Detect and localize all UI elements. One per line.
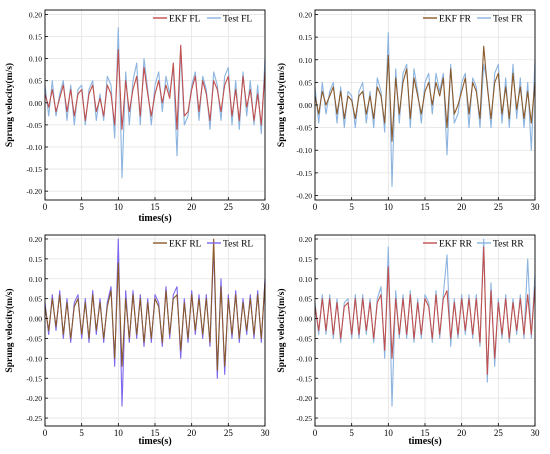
y-tick-label: -0.15: [26, 374, 42, 383]
y-tick-label: -0.15: [296, 169, 312, 178]
y-tick-label: -0.10: [26, 143, 42, 152]
legend-entry: Test FR: [493, 15, 523, 25]
series-line-ekf-rl: [44, 238, 266, 371]
legend: EKF FL Test FL: [153, 15, 252, 25]
y-tick-label: 0.20: [299, 11, 312, 20]
x-axis-label: times(s): [408, 436, 441, 447]
series-line-ekf-fr: [314, 45, 536, 142]
y-tick-label: 0.15: [29, 255, 42, 264]
y-tick-label: 0.15: [29, 33, 42, 42]
series-line-test-fr: [314, 32, 536, 187]
legend: EKF FR Test FR: [423, 15, 523, 25]
x-tick-label: 15: [151, 428, 161, 438]
chart-panel-2: 0 5 10 15 20 25 30 -0.20 -0.15 -0.10 -0.05 0.00 0.05…: [276, 9, 541, 212]
x-tick-label: 10: [384, 202, 394, 212]
x-tick-label: 20: [187, 428, 197, 438]
y-tick-label: 0.15: [299, 33, 312, 42]
x-tick-label: 5: [79, 202, 84, 212]
y-tick-label: 0.05: [299, 295, 312, 304]
y-tick-label: -0.05: [296, 334, 312, 343]
x-tick-label: 10: [114, 202, 124, 212]
y-tick-label: 0.05: [299, 78, 312, 87]
x-tick-label: 20: [187, 202, 197, 212]
x-tick-label: 25: [494, 202, 504, 212]
y-tick-label: 0.00: [299, 101, 312, 110]
y-tick-label: -0.15: [296, 374, 312, 383]
x-tick-label: 30: [261, 428, 271, 438]
x-tick-label: 15: [421, 202, 431, 212]
x-tick-label: 0: [313, 428, 318, 438]
legend-entry: EKF FR: [439, 15, 472, 25]
x-tick-label: 15: [421, 428, 431, 438]
y-tick-label: -0.10: [26, 354, 42, 363]
y-axis-label: Sprung velocity(m/s): [276, 63, 287, 147]
y-axis-label: Sprung velocity(m/s): [4, 63, 15, 147]
legend-entry: EKF RR: [439, 240, 473, 250]
y-tick-label: -0.20: [296, 191, 312, 200]
y-tick-label: -0.10: [296, 146, 312, 155]
x-axis-label: times(s): [138, 213, 171, 224]
y-tick-label: 0.20: [29, 235, 42, 244]
legend-entry: EKF FL: [169, 15, 201, 25]
y-tick-label: 0.05: [29, 77, 42, 86]
y-tick-label: -0.20: [26, 394, 42, 403]
y-tick-label: -0.20: [296, 394, 312, 403]
x-tick-label: 0: [43, 428, 48, 438]
legend: EKF RL Test RL: [153, 240, 253, 250]
x-tick-label: 20: [457, 428, 467, 438]
y-tick-label: -0.05: [26, 121, 42, 130]
y-tick-label: 0.20: [29, 10, 42, 19]
legend-entry: Test RL: [223, 240, 253, 250]
y-axis-label: Sprung velocity(m/s): [4, 288, 15, 372]
x-tick-label: 20: [457, 202, 467, 212]
y-tick-label: -0.05: [26, 334, 42, 343]
y-tick-label: 0.10: [29, 275, 42, 284]
series-line-test-fl: [44, 27, 266, 179]
series-line-test-rl: [44, 238, 266, 407]
y-tick-label: -0.05: [296, 124, 312, 133]
x-tick-label: 25: [494, 428, 504, 438]
series-line-ekf-rr: [314, 246, 536, 375]
x-tick-label: 25: [224, 202, 234, 212]
legend-entry: Test FL: [223, 15, 252, 25]
x-tick-label: 0: [313, 202, 318, 212]
y-tick-label: -0.25: [26, 414, 42, 423]
x-tick-label: 5: [79, 428, 84, 438]
x-tick-label: 30: [531, 202, 541, 212]
y-tick-label: 0.00: [299, 315, 312, 324]
y-tick-label: 0.00: [29, 99, 42, 108]
x-axis-label: times(s): [138, 436, 171, 447]
y-tick-label: -0.15: [26, 165, 42, 174]
y-tick-label: 0.20: [299, 235, 312, 244]
chart-panel-3: 0 5 10 15 20 25 30 -0.25 -0.20 -0.15 -0.10 -0.05 0.0…: [4, 234, 271, 447]
y-tick-label: 0.05: [29, 295, 42, 304]
x-tick-label: 10: [384, 428, 394, 438]
x-tick-label: 5: [349, 202, 354, 212]
y-axis-label: Sprung velocity(m/s): [276, 288, 287, 372]
y-tick-label: -0.10: [296, 354, 312, 363]
chart-panel-4: 0 5 10 15 20 25 30 -0.25 -0.20 -0.15 -0.10 -0.05 0.0…: [276, 234, 541, 447]
x-tick-label: 5: [349, 428, 354, 438]
chart-panel-1: 0 5 10 15 20 25 30 -0.20 -0.15 -0.10 -0.05 0.00 0.05…: [4, 9, 271, 224]
y-tick-label: 0.00: [29, 315, 42, 324]
x-tick-label: 15: [151, 202, 161, 212]
x-tick-label: 30: [531, 428, 541, 438]
x-tick-label: 0: [43, 202, 48, 212]
legend-entry: EKF RL: [169, 240, 202, 250]
x-tick-label: 10: [114, 428, 124, 438]
y-tick-label: 0.15: [299, 255, 312, 264]
y-tick-label: 0.10: [29, 55, 42, 64]
y-tick-label: 0.10: [299, 275, 312, 284]
series-line-test-rr: [314, 238, 536, 407]
x-tick-label: 25: [224, 428, 234, 438]
y-tick-label: -0.20: [26, 187, 42, 196]
y-tick-label: -0.25: [296, 414, 312, 423]
legend-entry: Test RR: [493, 240, 524, 250]
x-tick-label: 30: [261, 202, 271, 212]
legend: EKF RR Test RR: [423, 240, 524, 250]
y-tick-label: 0.10: [299, 56, 312, 65]
series-line-ekf-fl: [44, 44, 266, 130]
